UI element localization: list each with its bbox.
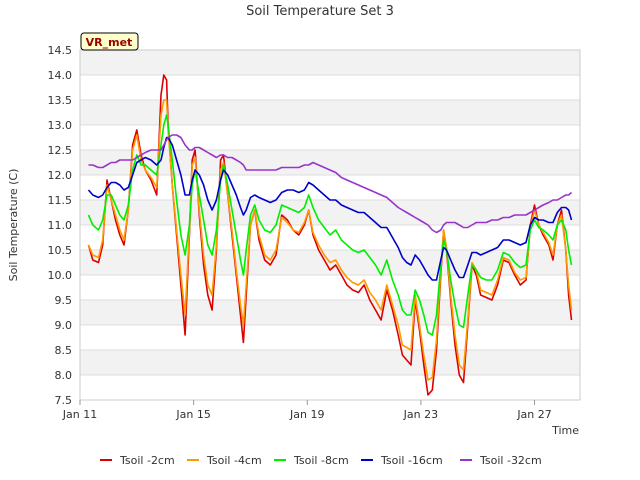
legend-label: Tsoil -16cm bbox=[380, 454, 443, 467]
y-tick-label: 14.5 bbox=[48, 44, 73, 57]
y-axis-ticks: 7.5 8.0 8.5 9.0 9.5 10.0 10.5 11.0 11.5 12.0 12.5 1… bbox=[48, 44, 73, 407]
x-tick-label: Jan 11 bbox=[62, 408, 97, 421]
y-tick-label: 13.5 bbox=[48, 94, 73, 107]
y-tick-label: 10.0 bbox=[48, 269, 73, 282]
plot-band bbox=[80, 50, 580, 75]
station-badge: VR_met bbox=[80, 32, 139, 51]
plot-frame bbox=[79, 49, 581, 401]
series-line-tsoil-4cm bbox=[87, 99, 573, 381]
chart-title: Soil Temperature Set 3 bbox=[246, 4, 394, 19]
y-tick-label: 8.5 bbox=[55, 344, 73, 357]
plot-band bbox=[80, 275, 580, 300]
y-tick-label: 9.5 bbox=[55, 294, 73, 307]
plot-band bbox=[80, 75, 580, 100]
plot-band bbox=[80, 325, 580, 350]
series-line-tsoil-32cm bbox=[88, 134, 573, 234]
y-tick-label: 8.0 bbox=[55, 369, 73, 382]
legend-label: Tsoil -4cm bbox=[206, 454, 262, 467]
plot-band bbox=[80, 375, 580, 400]
plot-band bbox=[80, 300, 580, 325]
x-tick-label: Jan 15 bbox=[175, 408, 210, 421]
station-badge-label: VR_met bbox=[86, 36, 133, 49]
plot-band bbox=[80, 125, 580, 150]
y-axis-label: Soil Temperature (C) bbox=[7, 169, 20, 282]
series-line-tsoil-8cm bbox=[87, 114, 573, 336]
y-tick-label: 7.5 bbox=[55, 394, 73, 407]
y-tick-label: 10.5 bbox=[48, 244, 73, 257]
y-tick-label: 11.5 bbox=[48, 194, 73, 207]
plot-band bbox=[80, 350, 580, 375]
y-tick-label: 11.0 bbox=[48, 219, 73, 232]
x-tick-label: Jan 27 bbox=[516, 408, 551, 421]
series-lines bbox=[87, 74, 573, 396]
y-tick-label: 14.0 bbox=[48, 69, 73, 82]
legend-label: Tsoil -8cm bbox=[293, 454, 349, 467]
legend: Tsoil -2cm Tsoil -4cm Tsoil -8cm Tsoil -16c… bbox=[100, 454, 542, 467]
plot-band bbox=[80, 175, 580, 200]
legend-label: Tsoil -32cm bbox=[479, 454, 542, 467]
plot-band bbox=[80, 100, 580, 125]
x-tick-label: Jan 19 bbox=[289, 408, 324, 421]
x-axis-ticks: Jan 11 Jan 15 Jan 19 Jan 23 Jan 27 bbox=[62, 400, 552, 421]
y-tick-label: 13.0 bbox=[48, 119, 73, 132]
x-axis-label: Time bbox=[551, 424, 579, 437]
plot-band bbox=[80, 225, 580, 250]
x-tick-label: Jan 23 bbox=[403, 408, 438, 421]
plot-band bbox=[80, 200, 580, 225]
legend-label: Tsoil -2cm bbox=[119, 454, 175, 467]
station-badge-box bbox=[80, 32, 139, 51]
y-tick-label: 9.0 bbox=[55, 319, 73, 332]
y-tick-label: 12.5 bbox=[48, 144, 73, 157]
y-tick-label: 12.0 bbox=[48, 169, 73, 182]
plot-background-bands bbox=[80, 50, 580, 400]
series-line-tsoil-2cm bbox=[87, 74, 573, 396]
